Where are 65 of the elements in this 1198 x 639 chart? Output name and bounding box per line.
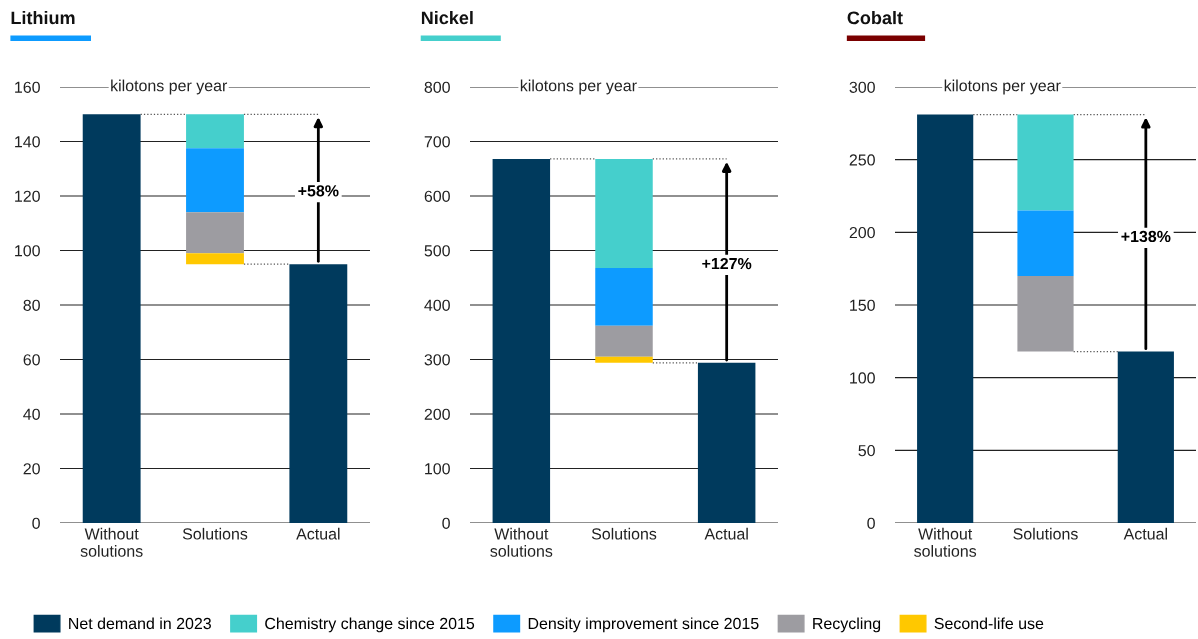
y-tick-label: 40	[23, 408, 40, 420]
bar	[595, 158, 653, 268]
y-axis-title: kilotons per year	[520, 79, 637, 95]
y-axis-title: kilotons per year	[111, 79, 228, 95]
y-tick-label: 60	[23, 354, 40, 366]
chart-title: Lithium	[11, 11, 75, 25]
y-axis-title: kilotons per year	[944, 79, 1061, 95]
y-tick-label: 160	[15, 81, 40, 93]
bar	[186, 253, 244, 265]
y-tick-label: 600	[424, 190, 450, 202]
legend-label: Chemistry change since 2015	[265, 617, 475, 633]
y-tick-label: 200	[424, 408, 450, 420]
y-tick-label: 700	[424, 136, 450, 148]
y-tick-label: 100	[425, 463, 450, 475]
bar	[917, 114, 974, 523]
x-tick-label: Actual	[296, 527, 340, 540]
bar	[82, 114, 141, 523]
y-tick-label: 300	[849, 81, 875, 93]
legend-label: Net demand in 2023	[69, 617, 211, 630]
y-tick-label: 500	[424, 245, 450, 257]
chart-title: Cobalt	[847, 11, 903, 25]
y-tick-label: 0	[32, 517, 40, 529]
y-tick-label: 300	[424, 354, 450, 366]
bar	[1017, 275, 1074, 352]
bar	[186, 114, 244, 149]
bar	[186, 148, 244, 213]
x-tick-label: Solutions	[182, 527, 248, 540]
y-tick-label: 0	[867, 517, 875, 529]
x-tick-label: Without solutions	[490, 527, 553, 557]
x-tick-label: Actual	[1123, 527, 1167, 540]
bar	[595, 325, 653, 357]
x-tick-label: Without solutions	[80, 527, 143, 557]
bar	[595, 267, 653, 326]
bar	[186, 212, 244, 254]
bar	[697, 362, 756, 523]
y-tick-label: 0	[442, 517, 450, 529]
y-tick-label: 100	[850, 372, 875, 384]
bar	[1017, 210, 1074, 276]
legend-label: Density improvement since 2015	[528, 617, 759, 633]
legend-label: Second-life use	[934, 617, 1044, 630]
chart-title: Nickel	[421, 11, 473, 25]
y-tick-label: 250	[849, 154, 875, 166]
bar	[1117, 351, 1174, 523]
y-tick-label: 800	[424, 81, 450, 93]
y-tick-label: 100	[15, 245, 40, 257]
legend-label: Recycling	[813, 617, 881, 633]
x-tick-label: Actual	[704, 527, 748, 540]
x-tick-label: Without solutions	[914, 527, 977, 557]
y-tick-label: 80	[23, 299, 40, 311]
x-tick-label: Solutions	[1013, 527, 1078, 540]
y-tick-label: 400	[424, 299, 450, 311]
annotation: +127%	[702, 257, 752, 270]
y-tick-label: 200	[849, 226, 875, 239]
y-tick-label: 20	[23, 463, 40, 475]
bar	[1017, 114, 1074, 211]
bar	[289, 264, 348, 523]
annotation: +58%	[298, 185, 339, 197]
y-tick-label: 120	[15, 190, 40, 202]
bar	[595, 356, 653, 363]
y-tick-label: 150	[850, 299, 875, 311]
y-tick-label: 140	[15, 136, 40, 148]
y-tick-label: 50	[858, 444, 875, 457]
x-tick-label: Solutions	[591, 527, 657, 540]
annotation: +138%	[1121, 230, 1171, 243]
bar	[492, 158, 551, 523]
